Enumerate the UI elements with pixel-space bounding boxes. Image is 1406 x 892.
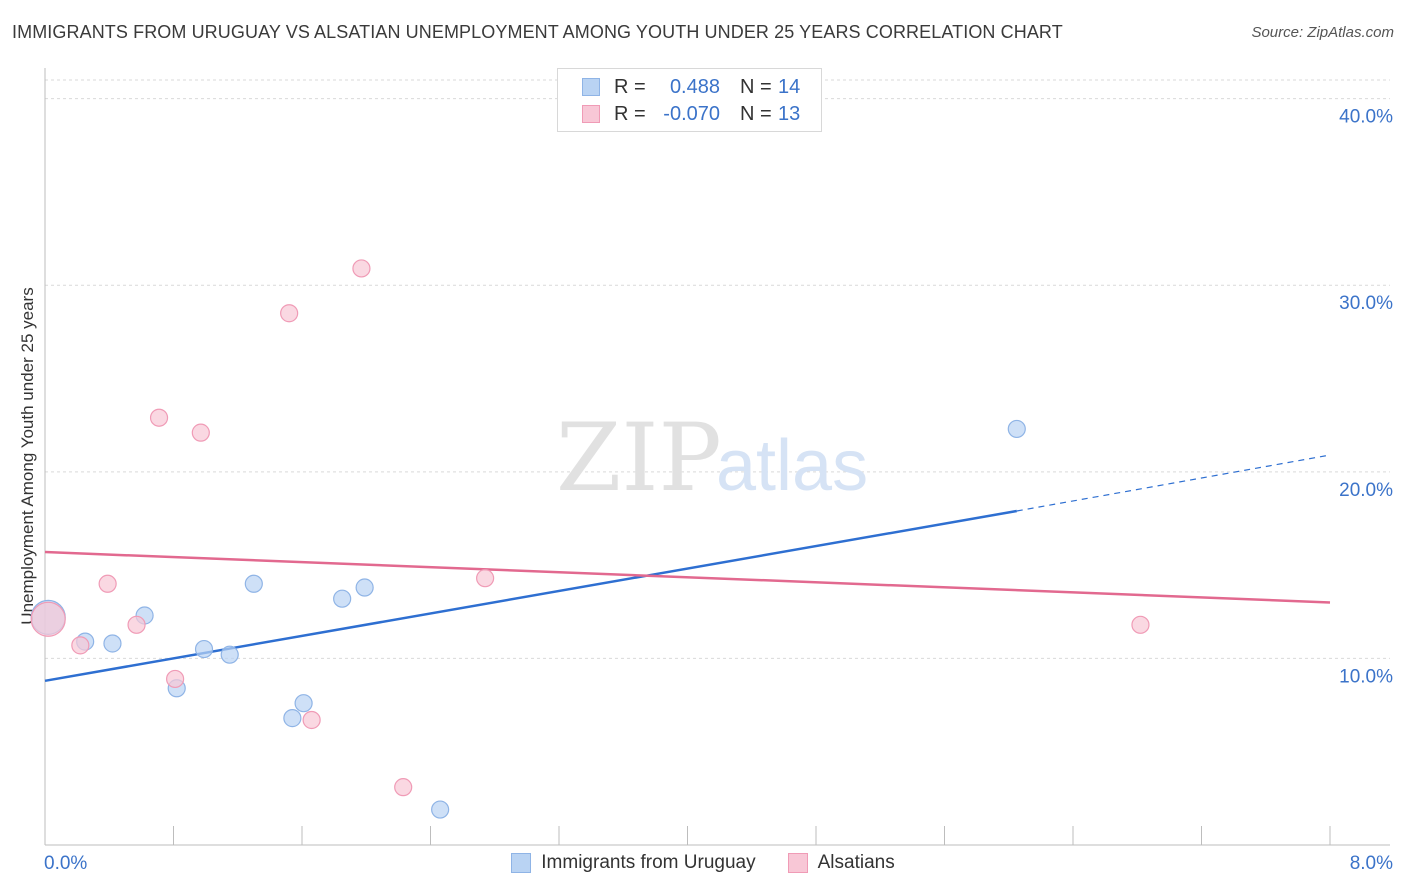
legend-r-label: R = bbox=[614, 102, 646, 125]
point-uruguay bbox=[103, 634, 122, 653]
legend-n-label: N = bbox=[740, 102, 772, 125]
point-alsatians bbox=[98, 574, 117, 593]
point-alsatians bbox=[30, 601, 66, 637]
series-legend-uruguay[interactable]: Immigrants from Uruguay bbox=[511, 852, 756, 874]
point-uruguay bbox=[283, 709, 302, 728]
legend-row-alsatians: R = -0.070 N = 13 bbox=[582, 102, 800, 126]
point-alsatians bbox=[191, 423, 210, 442]
point-alsatians bbox=[1131, 615, 1150, 634]
series-swatch-pink bbox=[787, 853, 808, 873]
legend-n-value: 13 bbox=[778, 102, 801, 125]
correlation-legend: R = 0.488 N = 14 R = -0.070 N = 13 bbox=[557, 68, 822, 132]
point-alsatians bbox=[149, 408, 169, 427]
legend-swatch-blue bbox=[582, 78, 600, 96]
point-uruguay bbox=[355, 578, 374, 597]
trend-line-uruguay bbox=[44, 509, 1017, 683]
legend-n-label: N = bbox=[740, 75, 772, 98]
chart-title: IMMIGRANTS FROM URUGUAY VS ALSATIAN UNEM… bbox=[12, 22, 1063, 42]
series-legend-alsatians[interactable]: Alsatians bbox=[787, 852, 895, 874]
series-swatch-blue bbox=[511, 853, 532, 873]
x-tick-label: 8.0% bbox=[1350, 853, 1393, 874]
x-tick-label: 0.0% bbox=[44, 853, 87, 874]
watermark-atlas: atlas bbox=[716, 426, 868, 506]
series-name: Immigrants from Uruguay bbox=[541, 852, 756, 873]
trend-line-uruguay-extension bbox=[1016, 454, 1331, 512]
point-uruguay bbox=[194, 639, 214, 659]
point-alsatians bbox=[352, 259, 371, 278]
y-tick-label: 20.0% bbox=[1339, 480, 1393, 501]
point-alsatians bbox=[280, 304, 299, 323]
y-tick-label: 30.0% bbox=[1339, 293, 1393, 314]
point-uruguay bbox=[1007, 419, 1026, 439]
legend-r-value: 0.488 bbox=[669, 75, 720, 98]
data-points bbox=[30, 259, 1150, 819]
point-alsatians bbox=[394, 778, 413, 797]
axes bbox=[44, 68, 1390, 846]
point-uruguay bbox=[333, 589, 352, 608]
point-uruguay bbox=[220, 645, 239, 664]
y-tick-label: 10.0% bbox=[1339, 666, 1393, 687]
point-alsatians bbox=[476, 569, 495, 588]
watermark-zip: ZIP bbox=[556, 404, 722, 513]
source-label: Source: ZipAtlas.com bbox=[1251, 24, 1394, 41]
trend-line-alsatians bbox=[44, 550, 1331, 604]
legend-n-value: 14 bbox=[778, 75, 801, 98]
legend-row-uruguay: R = 0.488 N = 14 bbox=[582, 75, 800, 99]
y-tick-label: 40.0% bbox=[1339, 107, 1393, 128]
point-alsatians bbox=[127, 615, 146, 634]
gridlines bbox=[45, 79, 1390, 659]
watermark: ZIP atlas bbox=[556, 404, 868, 513]
series-legend: Immigrants from Uruguay Alsatians bbox=[0, 852, 1406, 874]
point-uruguay bbox=[431, 800, 450, 819]
series-name: Alsatians bbox=[817, 852, 895, 873]
point-alsatians bbox=[166, 669, 185, 689]
point-uruguay bbox=[294, 694, 313, 713]
legend-r-value: -0.070 bbox=[663, 102, 720, 125]
legend-r-label: R = bbox=[614, 75, 646, 98]
point-uruguay bbox=[244, 574, 263, 593]
legend-swatch-pink bbox=[582, 105, 600, 123]
tick-labels: 10.0% 20.0% 30.0% 40.0% 0.0% 8.0% bbox=[44, 107, 1393, 874]
point-alsatians bbox=[302, 710, 321, 730]
point-alsatians bbox=[71, 636, 90, 655]
